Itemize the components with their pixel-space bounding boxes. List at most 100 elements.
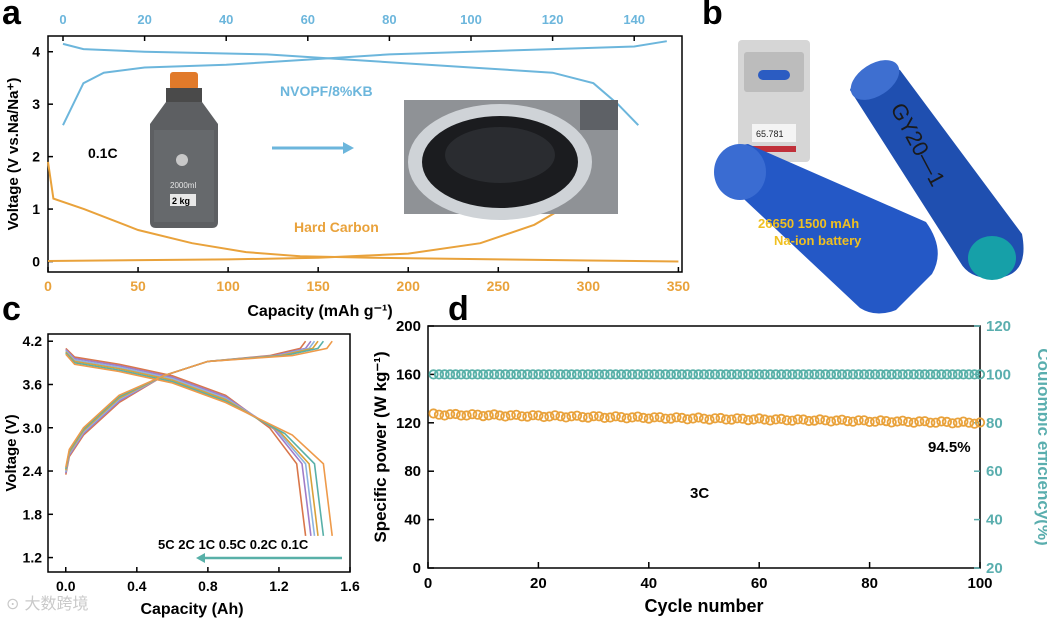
bottle-volume-text: 2000ml	[170, 181, 196, 190]
power-point	[903, 416, 914, 428]
power-point	[787, 415, 798, 426]
x-bottom-tick-label-a: 100	[216, 278, 240, 294]
power-point	[588, 411, 599, 422]
ce-point	[781, 369, 792, 380]
ce-point	[787, 369, 798, 380]
ce-point	[803, 369, 814, 380]
power-point	[560, 412, 572, 423]
power-point	[456, 410, 467, 421]
ce-point	[792, 369, 803, 380]
ce-point	[445, 369, 456, 380]
x-tick-label-c: 0.4	[127, 578, 147, 594]
discharge-curve-0.2C	[65, 352, 325, 536]
power-point	[798, 414, 809, 425]
power-point	[897, 415, 908, 426]
ce-point	[963, 369, 975, 380]
power-point	[500, 411, 511, 422]
ce-point	[450, 369, 461, 380]
ce-point	[958, 369, 969, 380]
ce-point	[660, 369, 671, 380]
y-right-tick-label-d: 100	[986, 366, 1011, 383]
ce-point	[461, 369, 472, 380]
reactor-photo	[404, 100, 618, 220]
power-point	[803, 415, 814, 427]
y-left-tick-label-d: 40	[404, 512, 421, 529]
x-tick-label-d: 100	[967, 575, 992, 592]
power-point	[925, 417, 936, 428]
power-point	[847, 416, 859, 427]
ce-point	[676, 369, 687, 380]
x-axis-label-c: Capacity (Ah)	[140, 601, 243, 618]
ce-point	[467, 369, 478, 380]
discharge-curve-1C	[65, 350, 316, 536]
power-point	[505, 410, 516, 421]
power-point	[544, 411, 555, 422]
ce-point	[665, 369, 676, 380]
power-point	[638, 412, 649, 424]
y-tick-label-c: 3.6	[23, 376, 43, 392]
watermark-logo: ⊙ 大数跨境	[6, 594, 89, 613]
x-axis-label-d: Cycle number	[644, 596, 763, 616]
power-point	[908, 417, 919, 428]
ce-point	[560, 369, 572, 380]
ce-point	[731, 369, 743, 380]
y-tick-label-a: 4	[32, 44, 40, 60]
ce-point	[456, 369, 467, 380]
x-top-tick-label-a: 40	[219, 12, 233, 27]
ce-point	[605, 369, 616, 380]
power-point	[605, 412, 616, 423]
rate-annotation-d: 3C	[690, 485, 709, 502]
power-point	[489, 409, 500, 420]
ce-point	[505, 369, 516, 380]
ce-point	[588, 369, 599, 380]
ce-point	[649, 369, 660, 380]
ce-point	[638, 369, 649, 380]
power-point	[594, 411, 605, 422]
power-point	[693, 412, 704, 423]
power-point	[754, 413, 765, 424]
ce-point	[566, 369, 577, 380]
panel-c-chart: 1.2 1.8 2.4 3.0 3.6 4.2 0.0 0.4 0.8 1.2 1.6 Capacit…	[3, 333, 360, 618]
ce-point	[599, 369, 610, 380]
power-point	[836, 414, 848, 425]
y-right-tick-label-d: 40	[986, 512, 1003, 529]
x-bottom-tick-label-a: 300	[577, 278, 601, 294]
y-left-tick-label-d: 80	[404, 463, 421, 480]
x-top-tick-label-a: 0	[59, 12, 66, 27]
ce-point	[682, 369, 693, 380]
power-point	[892, 416, 903, 427]
power-point	[461, 410, 472, 421]
power-point	[599, 412, 610, 424]
ce-point	[892, 369, 903, 380]
power-point	[886, 417, 897, 428]
y-tick-label-a: 1	[32, 201, 40, 217]
ce-point	[825, 369, 837, 380]
y-tick-label-c: 2.4	[23, 463, 43, 479]
power-point	[494, 410, 505, 421]
x-tick-label-c: 0.0	[56, 578, 76, 594]
power-point	[555, 411, 566, 422]
y-right-tick-label-d: 120	[986, 320, 1011, 335]
charge-curve-1C	[65, 340, 316, 472]
x-tick-label-c: 1.6	[340, 578, 360, 594]
power-point	[522, 411, 533, 422]
ce-point	[538, 369, 549, 380]
ce-point	[836, 369, 848, 380]
x-tick-label-d: 60	[751, 575, 768, 592]
x-tick-label-c: 1.2	[269, 578, 289, 594]
y-left-axis-label-d: Specific power (W kg⁻¹)	[371, 351, 390, 542]
power-point	[687, 413, 699, 424]
power-point	[616, 412, 627, 423]
power-point	[914, 416, 925, 427]
ce-point	[776, 369, 787, 380]
ce-point	[704, 369, 715, 380]
ce-point	[478, 369, 489, 380]
charge-curve-0.2C	[65, 340, 325, 470]
power-point	[704, 414, 715, 425]
ce-point	[914, 369, 925, 380]
y-tick-label-c: 1.8	[23, 506, 43, 522]
rate-label-a: 0.1C	[88, 145, 118, 161]
scale-photo: 65.781	[738, 40, 810, 162]
ce-point	[831, 369, 842, 380]
ce-point	[494, 369, 505, 380]
